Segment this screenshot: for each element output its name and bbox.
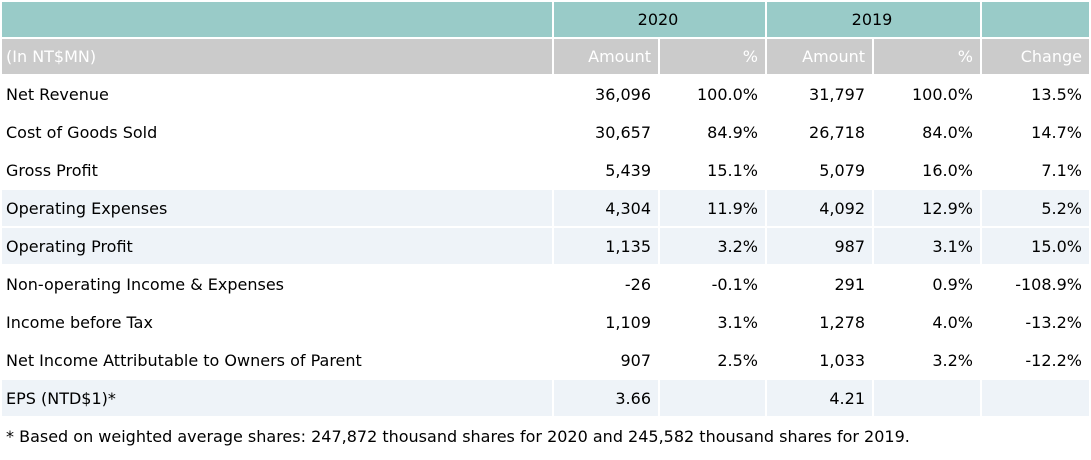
year-header-row: 2020 2019 bbox=[2, 2, 1089, 37]
pct-2019-cell: 0.9% bbox=[932, 274, 973, 294]
amount-2019-cell: 5,079 bbox=[819, 160, 865, 180]
pct-2019-cell: 100.0% bbox=[911, 84, 973, 104]
amount-2020-cell: 1,135 bbox=[554, 228, 658, 264]
amount-2020-cell: 3.66 bbox=[554, 380, 658, 416]
row-label: Net Income Attributable to Owners of Par… bbox=[6, 350, 362, 370]
change-cell: -13.2% bbox=[1025, 312, 1082, 332]
year-row-spacer-right bbox=[982, 2, 1089, 37]
table-row: EPS (NTD$1)* 3.66 4.21 bbox=[2, 380, 1089, 416]
amount-2019-cell: 291 bbox=[834, 274, 865, 294]
table-row: Net Revenue 36,096 100.0% 31,797 100.0% … bbox=[2, 76, 1089, 112]
change-cell: 5.2% bbox=[982, 190, 1089, 226]
table-row: Income before Tax 1,109 3.1% 1,278 4.0% … bbox=[2, 304, 1089, 340]
change-cell: -12.2% bbox=[1025, 350, 1082, 370]
change-cell: 15.0% bbox=[982, 228, 1089, 264]
table-row: Net Income Attributable to Owners of Par… bbox=[2, 342, 1089, 378]
col-header-amount-2019: Amount bbox=[767, 39, 872, 74]
amount-2019-cell: 31,797 bbox=[809, 84, 865, 104]
table-row: Operating Expenses 4,304 11.9% 4,092 12.… bbox=[2, 190, 1089, 226]
amount-2020-cell: 4,304 bbox=[554, 190, 658, 226]
change-cell: 14.7% bbox=[1031, 122, 1082, 142]
table-row: Cost of Goods Sold 30,657 84.9% 26,718 8… bbox=[2, 114, 1089, 150]
amount-2019-cell: 1,278 bbox=[819, 312, 865, 332]
amount-2020-cell: 907 bbox=[620, 350, 651, 370]
amount-2020-cell: 36,096 bbox=[595, 84, 651, 104]
amount-2020-cell: 5,439 bbox=[605, 160, 651, 180]
change-cell: 7.1% bbox=[1041, 160, 1082, 180]
row-label: Cost of Goods Sold bbox=[6, 122, 158, 142]
table-row: Gross Profit 5,439 15.1% 5,079 16.0% 7.1… bbox=[2, 152, 1089, 188]
year-header-2019: 2019 bbox=[767, 2, 980, 37]
col-header-pct-2019: % bbox=[874, 39, 980, 74]
pct-2019-cell: 3.2% bbox=[932, 350, 973, 370]
row-label: Operating Profit bbox=[2, 228, 552, 264]
pct-2020-cell: 11.9% bbox=[660, 190, 765, 226]
table-row: Non-operating Income & Expenses -26 -0.1… bbox=[2, 266, 1089, 302]
pct-2019-cell: 12.9% bbox=[874, 190, 980, 226]
amount-2019-cell: 26,718 bbox=[809, 122, 865, 142]
column-header-row: (In NT$MN) Amount % Amount % Change bbox=[2, 39, 1089, 74]
amount-2019-cell: 4.21 bbox=[767, 380, 872, 416]
footnote-row: * Based on weighted average shares: 247,… bbox=[2, 418, 1089, 455]
row-label: Non-operating Income & Expenses bbox=[6, 274, 284, 294]
change-cell: 13.5% bbox=[1031, 84, 1082, 104]
amount-2020-cell: -26 bbox=[624, 274, 651, 294]
pct-2020-cell bbox=[660, 380, 765, 416]
col-header-amount-2020: Amount bbox=[554, 39, 658, 74]
row-label: Gross Profit bbox=[6, 160, 98, 180]
change-cell: -108.9% bbox=[1015, 274, 1082, 294]
footnote: * Based on weighted average shares: 247,… bbox=[2, 418, 1089, 455]
row-label: Operating Expenses bbox=[2, 190, 552, 226]
row-label: EPS (NTD$1)* bbox=[2, 380, 552, 416]
amount-2020-cell: 30,657 bbox=[595, 122, 651, 142]
amount-2019-cell: 4,092 bbox=[767, 190, 872, 226]
col-header-change: Change bbox=[982, 39, 1089, 74]
year-header-2020: 2020 bbox=[554, 2, 765, 37]
pct-2020-cell: 84.9% bbox=[707, 122, 758, 142]
amount-2019-cell: 1,033 bbox=[819, 350, 865, 370]
change-cell bbox=[982, 380, 1089, 416]
pct-2019-cell: 84.0% bbox=[922, 122, 973, 142]
row-label: Net Revenue bbox=[6, 84, 109, 104]
pct-2019-cell: 3.1% bbox=[874, 228, 980, 264]
pct-2020-cell: 2.5% bbox=[717, 350, 758, 370]
pct-2020-cell: 3.1% bbox=[717, 312, 758, 332]
pct-2019-cell: 4.0% bbox=[932, 312, 973, 332]
pct-2020-cell: -0.1% bbox=[711, 274, 758, 294]
pct-2019-cell bbox=[874, 380, 980, 416]
unit-label: (In NT$MN) bbox=[2, 39, 552, 74]
pct-2020-cell: 3.2% bbox=[660, 228, 765, 264]
amount-2019-cell: 987 bbox=[767, 228, 872, 264]
pct-2019-cell: 16.0% bbox=[922, 160, 973, 180]
amount-2020-cell: 1,109 bbox=[605, 312, 651, 332]
row-label: Income before Tax bbox=[6, 312, 153, 332]
table-row: Operating Profit 1,135 3.2% 987 3.1% 15.… bbox=[2, 228, 1089, 264]
pct-2020-cell: 15.1% bbox=[707, 160, 758, 180]
year-row-spacer-left bbox=[2, 2, 552, 37]
col-header-pct-2020: % bbox=[660, 39, 765, 74]
pct-2020-cell: 100.0% bbox=[696, 84, 758, 104]
